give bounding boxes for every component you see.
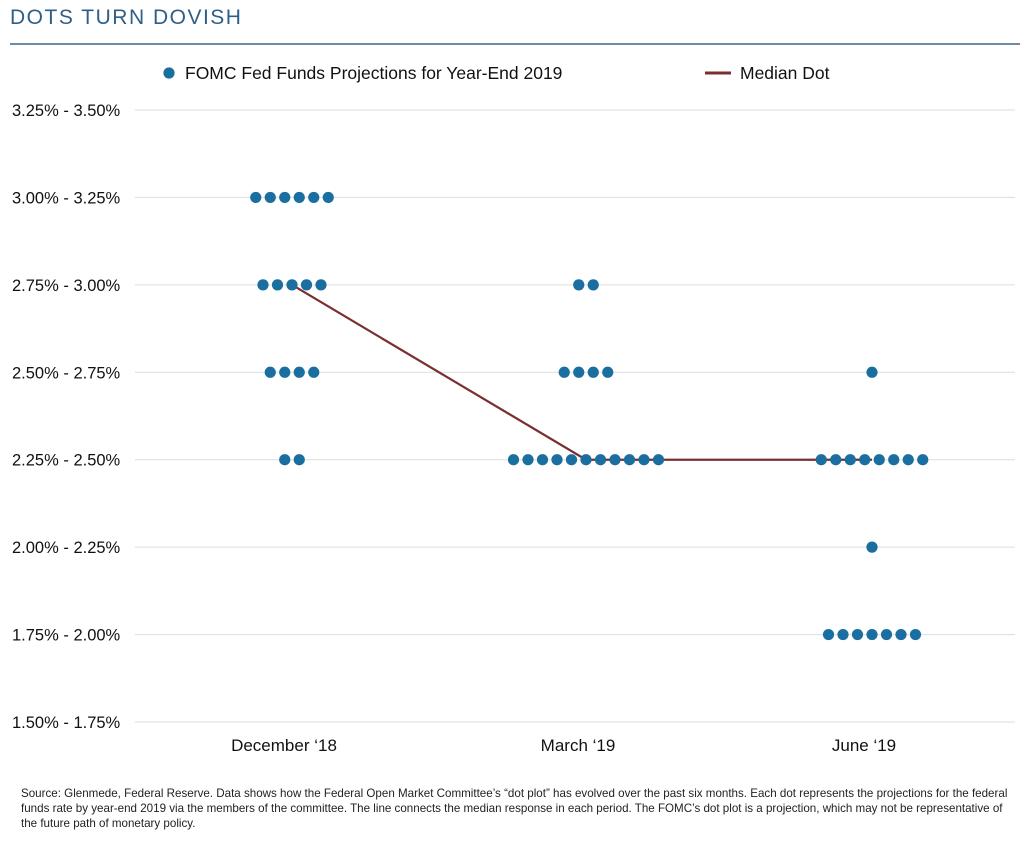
projection-dot — [837, 628, 849, 641]
projection-dot — [279, 191, 291, 204]
y-tick-label: 2.25% - 2.50% — [12, 452, 121, 470]
source-note: Source: Glenmede, Federal Reserve. Data … — [21, 787, 1008, 830]
dot-plot-chart: 1.50% - 1.75% 1.75% - 2.00% 2.00% - 2.25% 2… — [12, 63, 1015, 755]
projection-dot — [888, 454, 900, 466]
projection-dot — [565, 454, 578, 466]
projection-dot — [573, 279, 585, 291]
projection-dot — [917, 454, 929, 466]
x-tick-label: March ‘19 — [541, 736, 616, 755]
projection-dot — [279, 454, 291, 466]
y-tick-label: 2.50% - 2.75% — [12, 364, 121, 382]
projection-dot — [308, 191, 320, 204]
projection-dot — [286, 279, 298, 291]
projection-dot — [909, 628, 922, 641]
y-tick-label: 3.00% - 3.25% — [12, 189, 121, 207]
projection-dot — [866, 628, 878, 641]
projection-dot — [264, 191, 276, 204]
x-tick-label: June ‘19 — [832, 736, 896, 755]
projection-dot — [322, 191, 334, 204]
projection-dot — [279, 366, 291, 378]
projection-dot — [536, 454, 549, 466]
projection-dot — [851, 628, 864, 641]
projection-dot — [293, 366, 305, 378]
projection-dot — [587, 366, 599, 378]
title-divider — [10, 43, 1020, 45]
projection-dot — [300, 279, 313, 291]
projection-dot — [873, 454, 885, 466]
projection-dot — [880, 628, 893, 641]
legend-dot-marker — [163, 67, 175, 79]
projection-dot — [822, 628, 835, 641]
projection-dot — [902, 454, 914, 466]
projection-dot — [293, 454, 305, 466]
projection-dot — [308, 366, 320, 378]
projection-dot — [859, 454, 871, 466]
y-tick-label: 2.00% - 2.25% — [12, 539, 121, 557]
projection-dot — [623, 454, 636, 466]
y-tick-label: 1.75% - 2.00% — [12, 627, 121, 645]
projection-dot — [558, 366, 570, 378]
projection-dot — [815, 454, 827, 466]
projection-dot — [587, 279, 599, 291]
y-tick-label: 3.25% - 3.50% — [12, 102, 121, 120]
projection-dot — [638, 454, 650, 466]
projection-dot — [257, 279, 269, 291]
projection-dot — [652, 454, 665, 466]
projection-dot — [293, 191, 305, 204]
projection-dot — [507, 454, 520, 466]
projection-dot — [609, 454, 621, 466]
projection-dot — [594, 454, 607, 466]
projection-dot — [522, 454, 534, 466]
y-tick-label: 1.50% - 1.75% — [12, 714, 121, 732]
x-tick-label: December ‘18 — [231, 736, 337, 755]
projection-dot — [602, 366, 614, 378]
projection-dot — [844, 454, 856, 466]
projection-dot — [866, 366, 878, 378]
projection-dot — [315, 279, 327, 291]
projection-dot — [573, 366, 585, 378]
projection-dot — [250, 191, 262, 204]
projection-dot — [551, 454, 563, 466]
legend-median-label: Median Dot — [740, 63, 830, 83]
projection-dot — [895, 628, 907, 641]
projection-dot — [271, 279, 284, 291]
chart-title: DOTS TURN DOVISH — [10, 6, 243, 29]
projection-dot — [866, 541, 878, 553]
projection-dot — [264, 366, 276, 378]
projection-dot — [830, 454, 842, 466]
projection-dot — [580, 454, 592, 466]
y-tick-label: 2.75% - 3.00% — [12, 277, 121, 295]
legend-dots-label: FOMC Fed Funds Projections for Year-End … — [185, 63, 562, 83]
